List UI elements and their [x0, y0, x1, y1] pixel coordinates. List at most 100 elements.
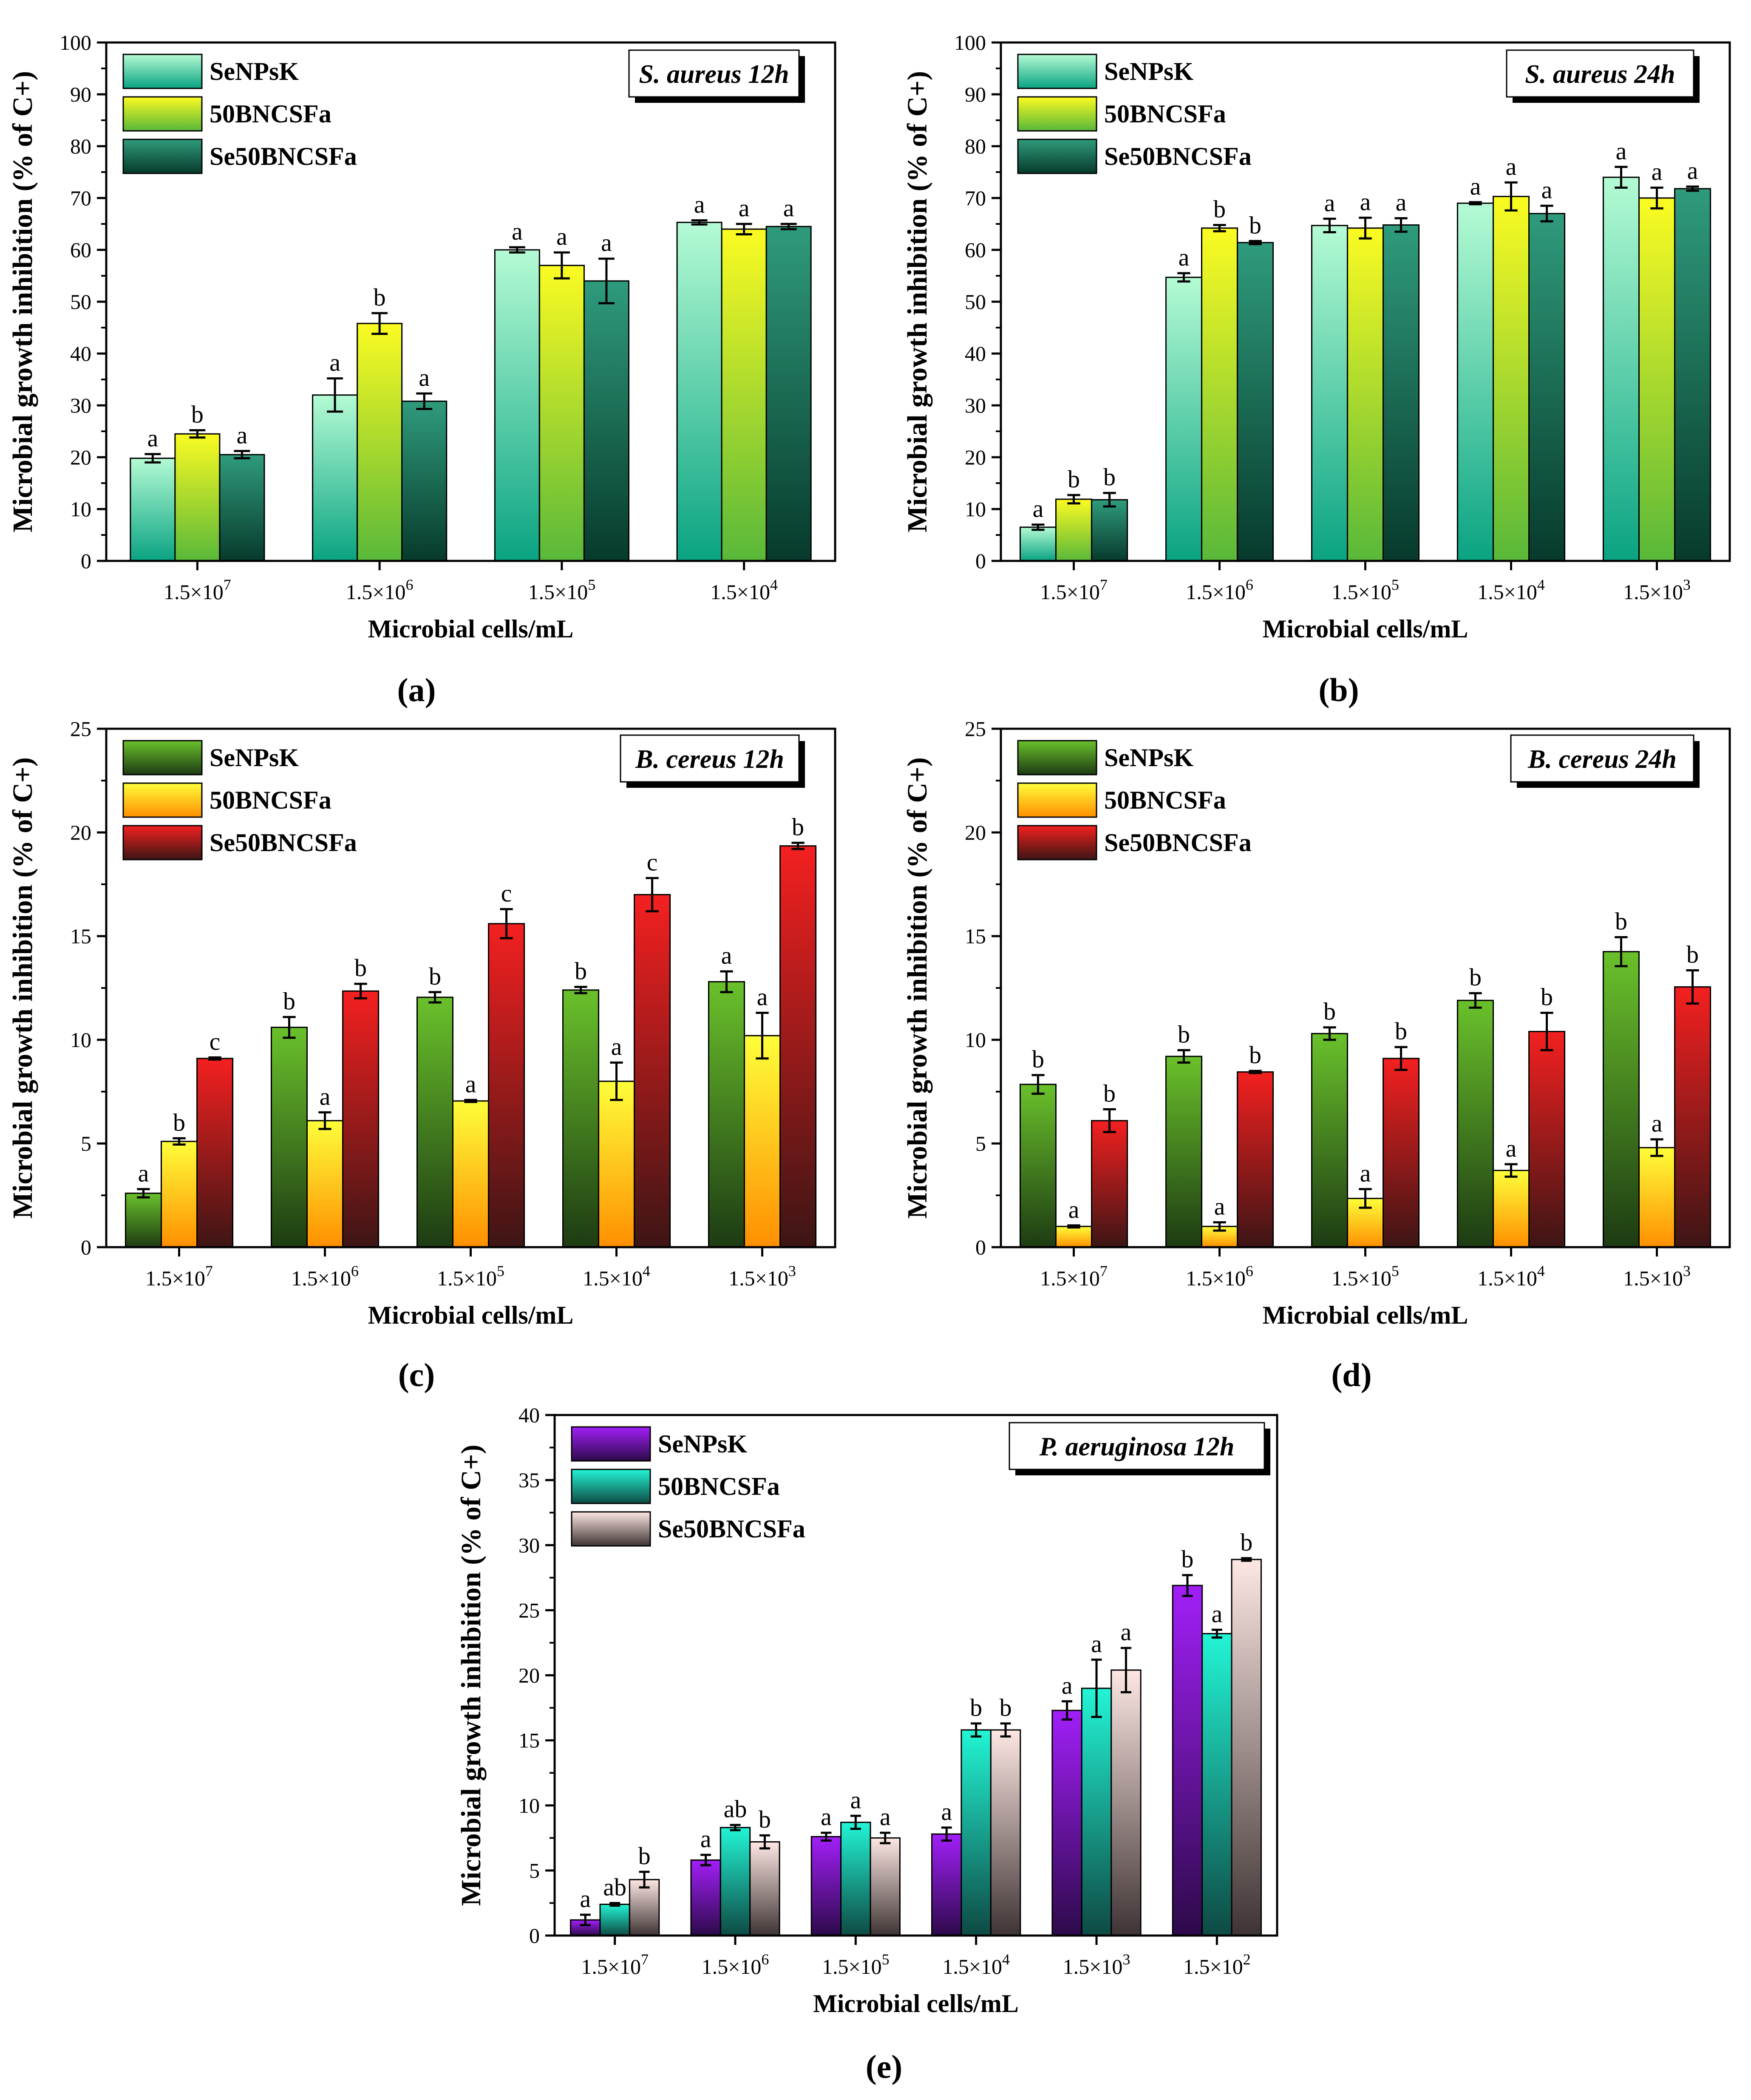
bar	[720, 1827, 751, 1936]
y-tick-label: 70	[70, 186, 91, 210]
y-tick-label: 15	[70, 924, 91, 948]
x-tick-label: 1.5×107	[164, 576, 231, 604]
error-bar	[971, 1722, 982, 1738]
error-bar	[1359, 1188, 1372, 1209]
significance-label: a	[147, 425, 158, 452]
significance-label: a	[138, 1159, 149, 1187]
significance-label: b	[191, 401, 204, 428]
y-tick-label: 10	[965, 497, 986, 521]
significance-label: a	[1506, 1135, 1517, 1162]
y-tick-label: 20	[965, 445, 986, 469]
error-bar	[880, 1831, 891, 1845]
bar	[1165, 277, 1202, 562]
significance-label: b	[1469, 963, 1482, 991]
bar	[990, 1729, 1021, 1936]
error-bar	[318, 1111, 332, 1130]
x-tick-label: 1.5×104	[1477, 1262, 1545, 1290]
significance-label: b	[354, 954, 367, 982]
error-bar	[580, 1913, 591, 1926]
bar	[598, 1081, 635, 1248]
significance-label: a	[320, 1083, 331, 1110]
bar	[599, 1904, 630, 1936]
error-bar	[780, 223, 797, 230]
error-bar	[609, 1902, 620, 1907]
significance-label: b	[429, 962, 441, 990]
x-tick-label: 1.5×105	[822, 1951, 890, 1978]
error-bar	[720, 970, 733, 993]
significance-label: a	[783, 194, 794, 222]
bar	[401, 400, 448, 562]
error-bar	[283, 1016, 296, 1039]
legend-swatch	[122, 54, 203, 89]
bar	[1111, 1669, 1142, 1936]
legend-swatch	[1017, 825, 1097, 860]
bar	[312, 394, 358, 562]
x-tick-label: 1.5×106	[702, 1951, 769, 1978]
error-bar	[1103, 492, 1116, 508]
y-tick-label: 10	[965, 1028, 986, 1052]
bar	[1638, 1147, 1676, 1248]
y-axis-title: Microbial growth inhibition (% of C+)	[7, 757, 38, 1219]
error-bar	[208, 1056, 221, 1061]
x-tick-label: 1.5×104	[710, 576, 778, 604]
significance-label: a	[1179, 243, 1190, 271]
error-bar	[574, 986, 587, 994]
significance-label: a	[850, 1786, 861, 1814]
significance-label: a	[694, 190, 705, 218]
bar	[634, 894, 671, 1248]
legend-label: 50BNCSFa	[210, 786, 332, 814]
significance-label: b	[1249, 211, 1261, 239]
significance-label: a	[1068, 1196, 1080, 1223]
error-bar	[1540, 204, 1553, 223]
legend-label: Se50BNCSFa	[658, 1515, 805, 1543]
error-bar	[1031, 524, 1045, 531]
bar	[1674, 986, 1711, 1248]
error-bar	[173, 1137, 186, 1146]
bar	[810, 1836, 842, 1936]
error-bar	[327, 377, 343, 413]
x-tick-label: 1.5×104	[583, 1262, 650, 1290]
error-bar	[756, 1012, 769, 1060]
inset-label-box	[1506, 49, 1694, 98]
significance-label: a	[1360, 1159, 1371, 1187]
y-tick-label: 70	[965, 186, 986, 210]
bar	[676, 221, 722, 562]
bar	[306, 1120, 344, 1248]
y-tick-label: 100	[60, 31, 91, 54]
x-tick-label: 1.5×106	[1186, 1262, 1253, 1290]
x-tick-label: 1.5×107	[1040, 576, 1108, 604]
error-bar	[1686, 969, 1699, 1005]
error-bar	[1213, 224, 1226, 232]
significance-label: a	[1214, 1192, 1225, 1220]
y-tick-label: 80	[70, 134, 91, 158]
error-bar	[500, 908, 513, 940]
y-tick-label: 40	[518, 1403, 540, 1427]
significance-label: b	[759, 1806, 771, 1833]
significance-label: b	[1615, 907, 1627, 935]
error-bar	[646, 877, 659, 912]
inset-label: B. cereus 24h	[1527, 745, 1677, 774]
error-bar	[1000, 1722, 1011, 1738]
significance-label: b	[1000, 1694, 1012, 1721]
error-bar	[1650, 1138, 1663, 1157]
significance-label: a	[1360, 188, 1371, 215]
legend-swatch	[122, 825, 203, 860]
significance-label: ab	[724, 1795, 747, 1823]
legend-label: SeNPsK	[210, 57, 299, 85]
bar	[160, 1141, 198, 1248]
error-bar	[700, 1854, 711, 1867]
error-bar	[730, 1824, 741, 1831]
panel-tag: (d)	[1331, 1356, 1371, 1393]
bar	[270, 1027, 308, 1248]
x-tick-label: 1.5×107	[581, 1951, 649, 1978]
error-bar	[691, 219, 708, 226]
bar	[562, 989, 599, 1248]
y-tick-label: 15	[518, 1729, 540, 1752]
y-tick-label: 20	[70, 821, 91, 844]
significance-label: a	[1062, 1672, 1073, 1699]
significance-label: b	[374, 283, 386, 311]
x-tick-label: 1.5×102	[1183, 1951, 1251, 1978]
legend-label: SeNPsK	[1104, 57, 1193, 85]
